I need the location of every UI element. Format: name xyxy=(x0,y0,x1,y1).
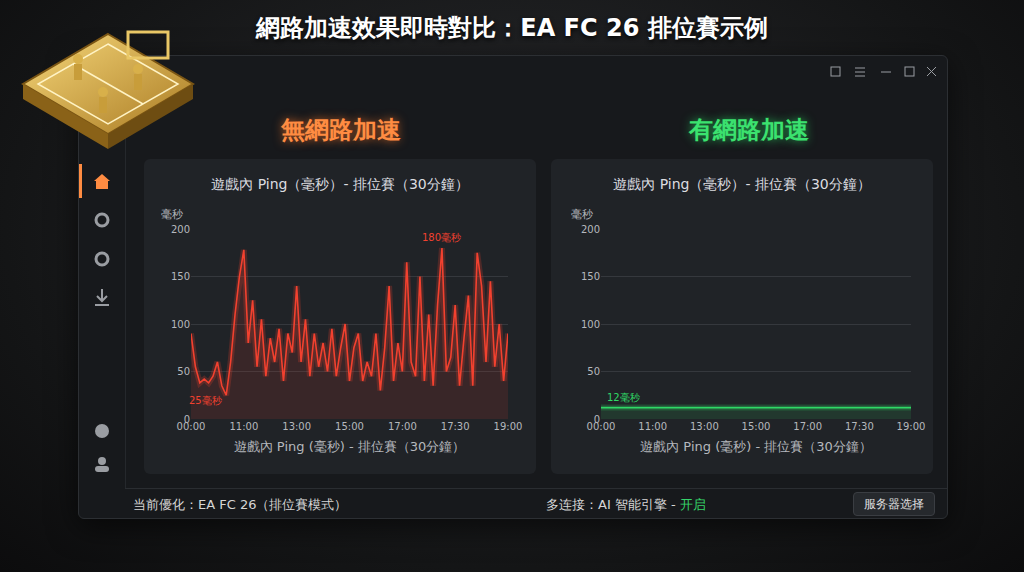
svg-text:50: 50 xyxy=(177,366,190,377)
html-text:服务器选择: 服务器选择 xyxy=(864,497,924,511)
html-text:無網路加速: 無網路加速 xyxy=(281,116,401,144)
svg-text:200: 200 xyxy=(171,224,190,235)
svg-text:17:00: 17:00 xyxy=(793,421,822,432)
svg-text:12毫秒: 12毫秒 xyxy=(607,392,640,403)
html-text:多连接：AI 智能引擎 -开启: 多连接：AI 智能引擎 -开启 xyxy=(546,497,706,512)
svg-text:17:30: 17:30 xyxy=(845,421,874,432)
svg-text:19:00: 19:00 xyxy=(494,421,523,432)
svg-text:遊戲內 Ping（毫秒）- 排位賽（30分鐘）: 遊戲內 Ping（毫秒）- 排位賽（30分鐘） xyxy=(211,176,469,192)
svg-text:0: 0 xyxy=(594,414,600,425)
svg-text:50: 50 xyxy=(587,366,600,377)
svg-text:11:00: 11:00 xyxy=(638,421,667,432)
svg-text:100: 100 xyxy=(581,319,600,330)
html-text:当前優化：EA FC 26（排位賽模式）: 当前優化：EA FC 26（排位賽模式） xyxy=(133,497,348,512)
svg-text:15:00: 15:00 xyxy=(335,421,364,432)
svg-text:100: 100 xyxy=(171,319,190,330)
svg-text:13:00: 13:00 xyxy=(282,421,311,432)
svg-text:19:00: 19:00 xyxy=(897,421,926,432)
svg-text:17:30: 17:30 xyxy=(441,421,470,432)
svg-text:00:00: 00:00 xyxy=(587,421,616,432)
svg-text:毫秒: 毫秒 xyxy=(571,208,593,221)
svg-text:17:00: 17:00 xyxy=(388,421,417,432)
svg-text:200: 200 xyxy=(581,224,600,235)
svg-text:遊戲內 Ping (毫秒) - 排位賽（30分鐘）: 遊戲內 Ping (毫秒) - 排位賽（30分鐘） xyxy=(640,439,872,454)
svg-text:11:00: 11:00 xyxy=(229,421,258,432)
svg-text:毫秒: 毫秒 xyxy=(161,208,183,221)
svg-text:遊戲內 Ping（毫秒）- 排位賽（30分鐘）: 遊戲內 Ping（毫秒）- 排位賽（30分鐘） xyxy=(613,176,871,192)
svg-text:15:00: 15:00 xyxy=(742,421,771,432)
svg-text:13:00: 13:00 xyxy=(690,421,719,432)
svg-text:180毫秒: 180毫秒 xyxy=(422,232,461,243)
svg-text:150: 150 xyxy=(581,271,600,282)
svg-text:0: 0 xyxy=(184,414,190,425)
svg-text:遊戲內 Ping (毫秒) - 排位賽（30分鐘）: 遊戲內 Ping (毫秒) - 排位賽（30分鐘） xyxy=(234,439,466,454)
svg-text:25毫秒: 25毫秒 xyxy=(189,395,222,406)
html-text:網路加速效果即時對比：EA FC 26 排位賽示例: 網路加速效果即時對比：EA FC 26 排位賽示例 xyxy=(256,14,768,42)
html-text:有網路加速: 有網路加速 xyxy=(689,116,809,144)
svg-text:00:00: 00:00 xyxy=(177,421,206,432)
svg-text:150: 150 xyxy=(171,271,190,282)
